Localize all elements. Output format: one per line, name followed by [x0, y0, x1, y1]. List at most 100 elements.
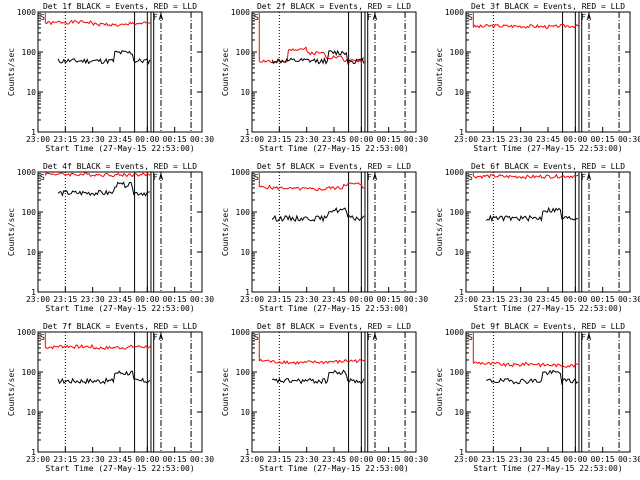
y-tick-label: 10	[454, 88, 464, 97]
y-tick-label: 10	[240, 88, 250, 97]
y-tick-label: 100	[22, 368, 37, 377]
flag-label: S	[254, 173, 259, 182]
plot-frame	[465, 171, 631, 293]
flag-label: F	[581, 173, 586, 182]
flag-label: S	[468, 173, 473, 182]
events-series	[271, 369, 365, 385]
y-tick-label: 1	[245, 128, 250, 137]
x-tick-label: 00:15	[377, 135, 401, 144]
x-tick-label: 23:15	[53, 135, 77, 144]
y-tick-label: 100	[450, 48, 465, 57]
x-tick-label: 23:45	[108, 135, 132, 144]
y-axis-label: Counts/sec	[221, 208, 230, 256]
x-tick-label: 00:00	[563, 455, 587, 464]
y-tick-label: 10	[454, 248, 464, 257]
x-tick-label: 23:45	[536, 135, 560, 144]
x-axis-label: Start Time (27-May-15 22:53:00)	[473, 304, 622, 313]
y-tick-label: 100	[236, 48, 251, 57]
flag-label: A	[372, 333, 377, 342]
x-axis-label: Start Time (27-May-15 22:53:00)	[45, 464, 194, 473]
y-tick-label: 1	[245, 448, 250, 457]
flag-label: F	[581, 333, 586, 342]
x-axis-label: Start Time (27-May-15 22:53:00)	[259, 144, 408, 153]
x-tick-label: 23:45	[536, 455, 560, 464]
x-tick-label: 23:45	[322, 295, 346, 304]
y-tick-label: 1	[459, 448, 464, 457]
panel-5f: Det 5f BLACK = Events, RED = LLD 1 10 100 10…	[221, 162, 428, 313]
lld-series	[44, 172, 151, 178]
panel-title: Det 7f BLACK = Events, RED = LLD	[43, 322, 197, 331]
x-tick-label: 23:00	[240, 455, 264, 464]
plot-frame	[465, 331, 631, 453]
panel-9f: Det 9f BLACK = Events, RED = LLD 1 10 100 10…	[435, 322, 640, 473]
x-tick-label: 00:15	[163, 455, 187, 464]
flag-label: F	[367, 173, 372, 182]
x-tick-label: 23:45	[322, 135, 346, 144]
panel-title: Det 1f BLACK = Events, RED = LLD	[43, 2, 197, 11]
x-tick-label: 23:45	[536, 295, 560, 304]
flag-label: A	[586, 173, 591, 182]
flag-label: S	[254, 333, 259, 342]
lld-series	[472, 173, 579, 180]
flag-label: F	[153, 13, 158, 22]
y-tick-label: 10	[26, 88, 36, 97]
y-tick-label: 10	[240, 408, 250, 417]
plot-frame	[465, 11, 631, 133]
x-axis-label: Start Time (27-May-15 22:53:00)	[45, 144, 194, 153]
events-series	[57, 50, 151, 65]
flag-label: A	[586, 13, 591, 22]
flag-label: S	[468, 333, 473, 342]
x-tick-label: 23:15	[267, 295, 291, 304]
y-axis-label: Counts/sec	[221, 48, 230, 96]
x-tick-label: 23:15	[481, 295, 505, 304]
x-tick-label: 00:30	[618, 135, 640, 144]
x-tick-label: 23:15	[267, 455, 291, 464]
x-tick-label: 23:15	[53, 295, 77, 304]
x-tick-label: 23:30	[81, 135, 105, 144]
x-tick-label: 00:30	[190, 295, 214, 304]
lld-series	[258, 182, 365, 192]
lld-series	[45, 19, 151, 27]
events-series	[57, 370, 151, 385]
y-tick-label: 1	[245, 288, 250, 297]
x-tick-label: 23:00	[454, 135, 478, 144]
y-tick-label: 1	[459, 128, 464, 137]
flag-label: F	[367, 333, 372, 342]
panel-title: Det 3f BLACK = Events, RED = LLD	[471, 2, 625, 11]
flag-label: A	[158, 333, 163, 342]
y-tick-label: 1000	[231, 168, 250, 177]
x-tick-label: 23:30	[509, 135, 533, 144]
x-axis-label: Start Time (27-May-15 22:53:00)	[259, 304, 408, 313]
x-tick-label: 00:00	[349, 455, 373, 464]
flag-label: A	[158, 173, 163, 182]
y-tick-label: 100	[236, 368, 251, 377]
flag-label: A	[372, 173, 377, 182]
flag-label: S	[468, 13, 473, 22]
y-axis-label: Counts/sec	[7, 208, 16, 256]
y-tick-label: 100	[236, 208, 251, 217]
x-axis-label: Start Time (27-May-15 22:53:00)	[473, 144, 622, 153]
x-tick-label: 00:30	[618, 455, 640, 464]
x-tick-label: 23:00	[26, 295, 50, 304]
x-tick-label: 23:00	[26, 135, 50, 144]
y-tick-label: 10	[454, 408, 464, 417]
panel-7f: Det 7f BLACK = Events, RED = LLD 1 10 100 10…	[7, 322, 214, 473]
x-tick-label: 23:30	[81, 455, 105, 464]
panel-1f: Det 1f BLACK = Events, RED = LLD 1 10 100 10…	[7, 2, 214, 153]
events-series	[271, 206, 365, 223]
y-tick-label: 10	[26, 248, 36, 257]
y-tick-label: 100	[450, 368, 465, 377]
y-tick-label: 1	[31, 448, 36, 457]
panel-6f: Det 6f BLACK = Events, RED = LLD 1 10 100 10…	[435, 162, 640, 313]
x-tick-label: 00:15	[163, 135, 187, 144]
events-series	[57, 181, 150, 197]
panel-title: Det 8f BLACK = Events, RED = LLD	[257, 322, 411, 331]
x-tick-label: 00:30	[404, 455, 428, 464]
y-axis-label: Counts/sec	[435, 368, 444, 416]
x-tick-label: 23:30	[295, 295, 319, 304]
lld-series	[472, 361, 579, 368]
events-series	[485, 206, 579, 223]
x-tick-label: 23:45	[108, 455, 132, 464]
y-tick-label: 1000	[445, 8, 464, 17]
